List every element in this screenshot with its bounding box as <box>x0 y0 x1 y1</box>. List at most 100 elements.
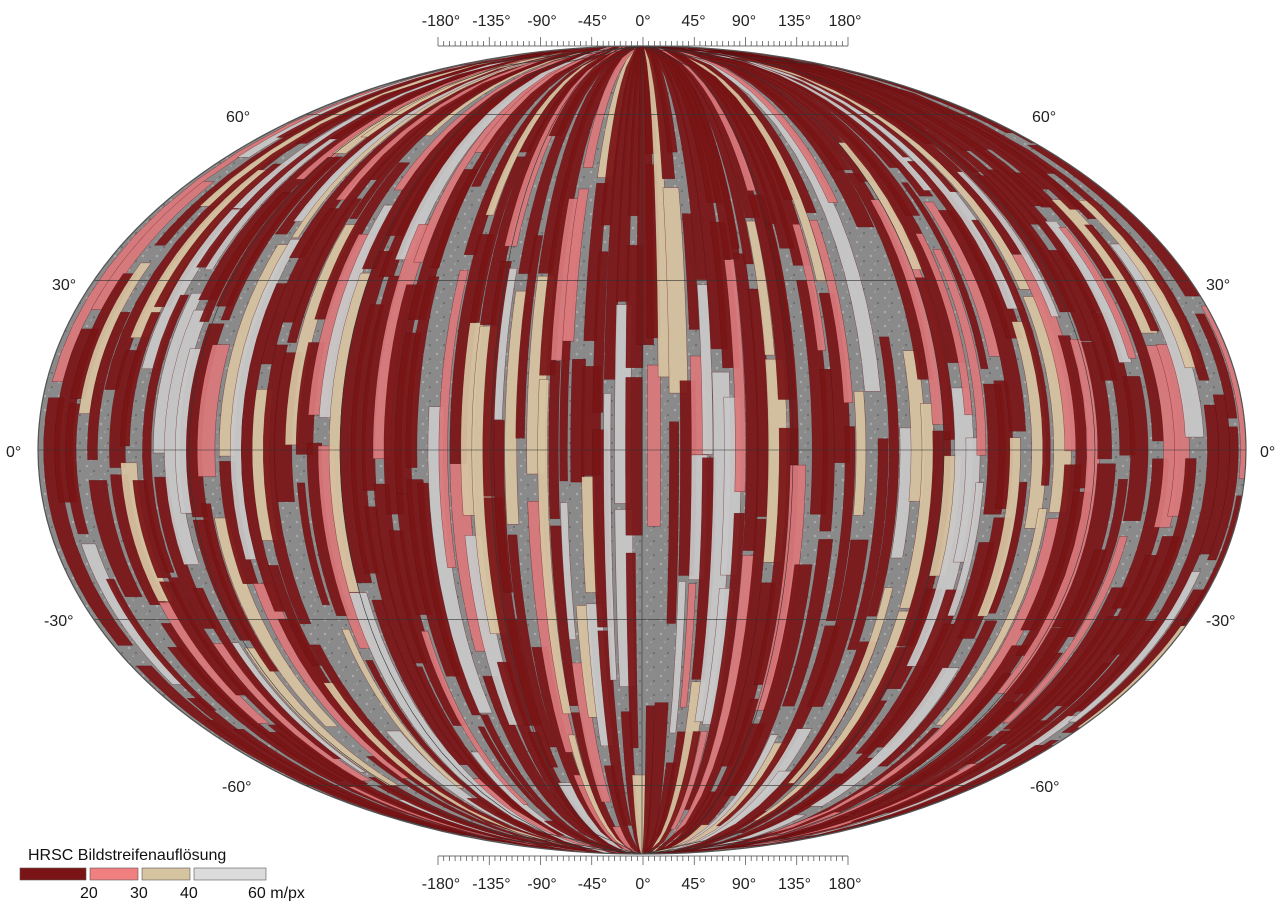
globe-outline <box>37 45 1247 855</box>
coverage-strip <box>559 341 571 482</box>
coverage-strip <box>220 156 344 321</box>
coverage-strip <box>666 421 679 624</box>
coverage-strip <box>420 631 529 805</box>
coverage-strip <box>1083 224 1160 332</box>
coverage-strip <box>1194 313 1238 419</box>
lon-label-top: 90° <box>732 13 756 30</box>
coverage-strip <box>1002 536 1128 723</box>
coverage-strip <box>641 811 842 854</box>
coverage-strip <box>696 284 714 455</box>
coverage-strip <box>808 220 853 403</box>
legend-title: HRSC Bildstreifenauflösung <box>28 847 226 864</box>
coverage-strip <box>724 259 746 492</box>
coverage-strip <box>477 726 645 854</box>
coverage-strip <box>956 171 1060 317</box>
coverage-strip <box>348 592 649 854</box>
coverage-strip <box>641 641 878 854</box>
legend-swatch-tan <box>141 867 191 881</box>
legend: HRSC Bildstreifenauflösung 20 30 40 60 m… <box>19 847 305 901</box>
coverage-strip <box>582 46 647 168</box>
coverage-strip <box>527 731 647 854</box>
image-strips <box>43 46 1246 854</box>
coverage-strip <box>625 552 639 749</box>
coverage-strip <box>641 731 701 854</box>
coverage-strip <box>65 403 89 535</box>
coverage-strip <box>493 420 514 593</box>
coverage-strip <box>515 235 544 439</box>
lat-label-s30-left: -30° <box>44 613 74 630</box>
lat-label-n30-right: 30° <box>1206 277 1230 294</box>
coverage-strip <box>873 673 1012 792</box>
lon-label-top: -135° <box>472 13 510 30</box>
lon-label-top: -90° <box>527 13 557 30</box>
coverage-strip <box>669 581 686 734</box>
coverage-strip <box>268 565 322 666</box>
coverage-strip <box>507 534 557 748</box>
lon-label-top: -180° <box>422 13 460 30</box>
coverage-strip <box>142 294 190 573</box>
coverage-strip <box>309 644 646 854</box>
coverage-strip <box>167 577 369 784</box>
coverage-strip <box>853 391 867 516</box>
coverage-strip <box>365 660 645 854</box>
coverage-strip <box>935 508 1048 726</box>
lat-label-n60-right: 60° <box>1032 109 1056 126</box>
lon-label-bottom: 135° <box>778 876 811 893</box>
coverage-strip <box>641 730 1015 854</box>
coverage-strip <box>87 311 131 460</box>
coverage-strip <box>977 437 1021 617</box>
coverage-strip <box>438 270 469 568</box>
coverage-strip <box>1067 571 1201 723</box>
coverage-strip <box>567 734 646 854</box>
coverage-strip <box>1207 426 1239 561</box>
coverage-strip <box>971 219 1051 486</box>
coverage-strip <box>199 192 291 322</box>
coverage-strip <box>562 188 589 342</box>
lat-label-eq-left: 0° <box>6 444 21 461</box>
coverage-strip <box>847 438 889 650</box>
coverage-strip <box>1122 376 1149 521</box>
lat-label-n60-left: 60° <box>226 109 250 126</box>
coverage-strip <box>641 736 993 854</box>
longitude-labels-bottom: -180° -135° -90° -45° 0° 45° 90° 135° 180° <box>422 876 862 893</box>
coverage-strip <box>641 702 669 854</box>
coverage-strip <box>405 276 440 468</box>
coverage-strip <box>197 344 230 477</box>
coverage-strip <box>201 503 279 672</box>
lon-label-bottom: 0° <box>635 876 650 893</box>
coverage-strip <box>469 156 526 323</box>
coverage-strip <box>603 393 617 681</box>
top-longitude-ticks <box>437 37 849 47</box>
legend-swatch-pink <box>89 867 139 881</box>
coverage-strip <box>641 811 769 854</box>
legend-tick-20: 20 <box>80 885 98 901</box>
coverage-strip <box>625 377 643 536</box>
coverage-strip <box>597 630 632 826</box>
lon-label-top: 135° <box>778 13 811 30</box>
coverage-strip <box>809 667 960 807</box>
lon-label-bottom: -90° <box>527 876 557 893</box>
coverage-strip <box>1058 227 1137 359</box>
coverage-strip <box>867 336 899 617</box>
lon-label-top: 0° <box>635 13 650 30</box>
coverage-strip <box>787 587 894 784</box>
coverage-strip <box>807 539 869 707</box>
coverage-strip <box>494 268 518 420</box>
globe-surface <box>38 46 1246 854</box>
coverage-strip <box>244 647 400 787</box>
coverage-strip <box>287 198 362 343</box>
coverage-strip <box>670 731 708 830</box>
coverage-strip <box>385 730 649 854</box>
coverage-strip <box>745 220 775 356</box>
coverage-strip <box>641 46 740 249</box>
coverage-strip <box>231 642 367 773</box>
coverage-strip <box>120 312 161 447</box>
coverage-strip <box>297 482 330 606</box>
coverage-strip <box>560 502 577 640</box>
coverage-strip <box>647 364 661 527</box>
lon-label-bottom: 90° <box>732 876 756 893</box>
coverage-strip <box>641 46 817 213</box>
lon-label-bottom: 180° <box>828 876 861 893</box>
lat-label-n30-left: 30° <box>52 277 76 294</box>
